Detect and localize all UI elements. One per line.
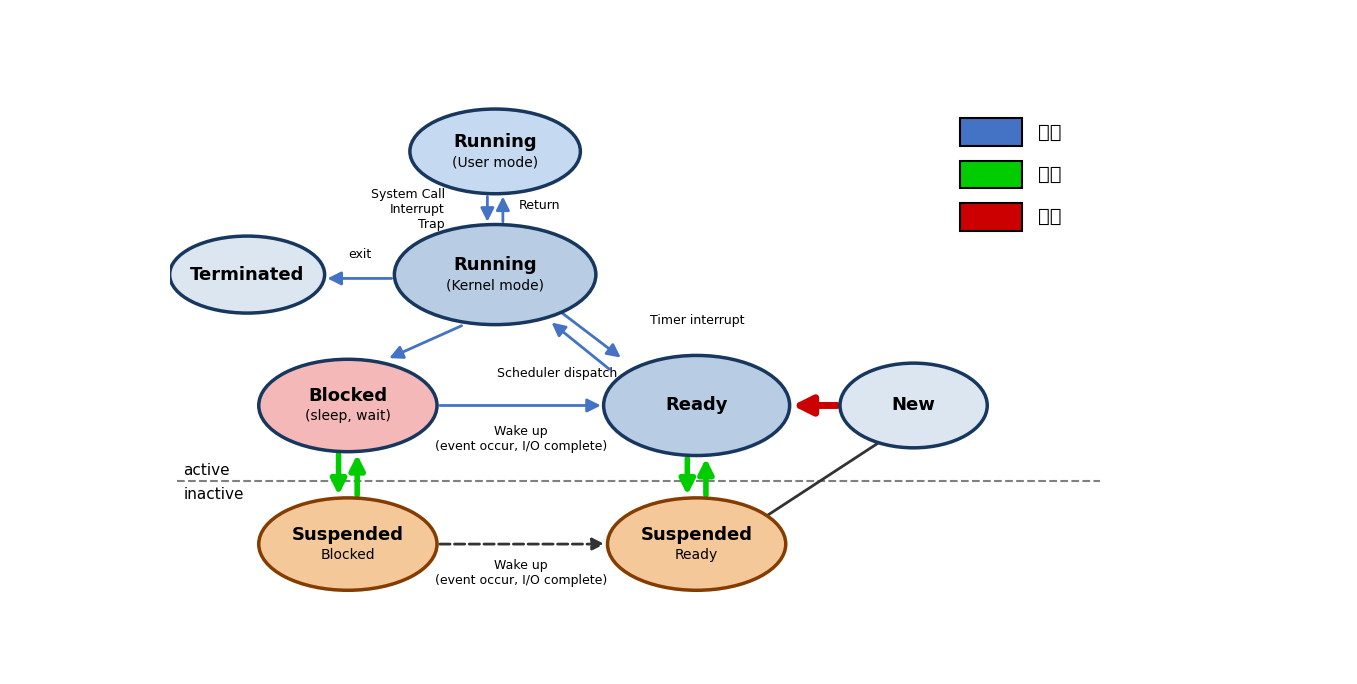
Text: Ready: Ready [665,397,727,415]
Ellipse shape [604,356,790,456]
Text: System Call
Interrupt
Trap: System Call Interrupt Trap [370,187,445,231]
Ellipse shape [170,236,324,313]
Text: Return: Return [518,199,560,212]
Ellipse shape [259,498,437,590]
Ellipse shape [608,498,786,590]
FancyBboxPatch shape [961,118,1022,146]
Ellipse shape [259,359,437,451]
Text: (User mode): (User mode) [452,155,539,169]
Ellipse shape [395,224,596,325]
Text: 단기: 단기 [1038,122,1061,142]
Text: exit: exit [347,248,370,261]
Text: active: active [183,464,231,478]
Text: Timer interrupt: Timer interrupt [650,314,745,327]
Text: Suspended: Suspended [292,526,404,544]
Text: inactive: inactive [183,486,244,501]
Text: Ready: Ready [674,548,718,562]
Ellipse shape [840,363,988,448]
FancyBboxPatch shape [961,161,1022,188]
Text: (sleep, wait): (sleep, wait) [305,409,391,423]
Text: Blocked: Blocked [308,387,388,405]
Text: Scheduler dispatch: Scheduler dispatch [497,367,617,380]
Ellipse shape [410,109,581,194]
Text: Terminated: Terminated [190,265,304,284]
Text: New: New [892,397,935,415]
Text: 장기: 장기 [1038,207,1061,226]
Text: Suspended: Suspended [641,526,753,544]
Text: Wake up
(event occur, I/O complete): Wake up (event occur, I/O complete) [434,560,607,588]
Text: Blocked: Blocked [320,548,375,562]
Text: Running: Running [453,133,537,151]
Text: Running: Running [453,256,537,274]
Text: 중기: 중기 [1038,165,1061,184]
Text: Wake up
(event occur, I/O complete): Wake up (event occur, I/O complete) [434,425,607,453]
FancyBboxPatch shape [961,203,1022,231]
Text: (Kernel mode): (Kernel mode) [446,278,544,292]
